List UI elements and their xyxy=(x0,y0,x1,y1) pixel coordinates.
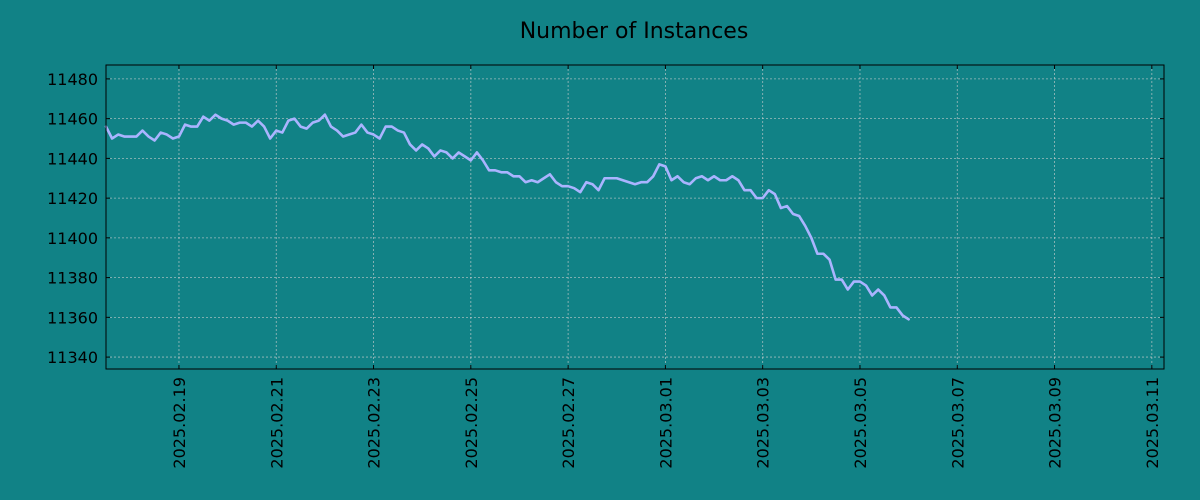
x-tick-label: 2025.02.25 xyxy=(462,377,481,469)
x-tick-label: 2025.03.11 xyxy=(1143,377,1162,469)
x-tick-label: 2025.02.23 xyxy=(365,377,384,469)
grid xyxy=(106,65,1164,369)
x-tick-label: 2025.03.09 xyxy=(1046,377,1065,469)
y-axis-ticks: 11340 11360 11380 11400 11420 11440 11460 11480 xyxy=(47,70,1164,367)
y-tick-label: 11460 xyxy=(47,110,98,129)
x-tick-label: 2025.03.07 xyxy=(948,377,967,469)
series-line xyxy=(104,113,910,321)
x-tick-label: 2025.02.19 xyxy=(170,377,189,469)
x-tick-label: 2025.02.21 xyxy=(267,377,286,469)
chart-title: Number of Instances xyxy=(520,19,749,44)
x-tick-label: 2025.03.01 xyxy=(656,377,675,469)
y-tick-label: 11440 xyxy=(47,149,98,168)
x-tick-label: 2025.03.03 xyxy=(754,377,773,469)
series-layer xyxy=(104,113,910,321)
y-tick-label: 11340 xyxy=(47,348,98,367)
y-tick-label: 11380 xyxy=(47,269,98,288)
y-tick-label: 11480 xyxy=(47,70,98,89)
x-tick-label: 2025.03.05 xyxy=(851,377,870,469)
y-tick-label: 11400 xyxy=(47,229,98,248)
y-tick-label: 11360 xyxy=(47,308,98,327)
x-axis-ticks: 2025.02.19 2025.02.21 2025.02.23 2025.02.25… xyxy=(170,65,1162,469)
plot-frame xyxy=(105,64,1165,370)
x-tick-label: 2025.02.27 xyxy=(559,377,578,469)
y-tick-label: 11420 xyxy=(47,189,98,208)
